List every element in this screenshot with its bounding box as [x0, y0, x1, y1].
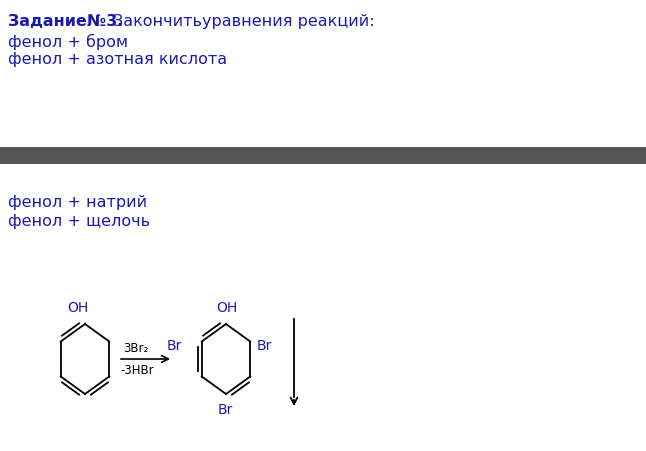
Text: Br: Br [167, 338, 182, 352]
Text: Закончитьуравнения реакций:: Закончитьуравнения реакций: [113, 14, 375, 29]
Text: -3HBr: -3HBr [120, 363, 154, 376]
Text: Задание№3.: Задание№3. [8, 14, 123, 29]
Text: фенол + бром: фенол + бром [8, 34, 128, 50]
Text: OH: OH [67, 300, 89, 314]
Text: Br: Br [218, 402, 233, 416]
Bar [0, 147, 646, 165]
Text: фенол + щелочь: фенол + щелочь [8, 213, 150, 229]
Text: OH: OH [216, 300, 237, 314]
Text: фенол + азотная кислота: фенол + азотная кислота [8, 52, 227, 67]
Text: Br: Br [257, 338, 273, 352]
Text: фенол + натрий: фенол + натрий [8, 194, 147, 210]
Text: 3Br₂: 3Br₂ [123, 341, 148, 354]
